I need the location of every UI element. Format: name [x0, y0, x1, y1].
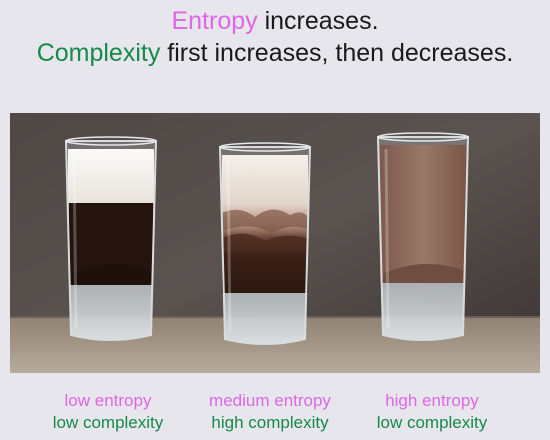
- caption-glass-2: medium entropy high complexity: [180, 390, 360, 434]
- caption-glass-3: high entropy low complexity: [342, 390, 522, 434]
- glass-base: [224, 293, 306, 344]
- caption-entropy: low entropy: [64, 391, 152, 410]
- coffee-cream-glasses-photo: [10, 113, 540, 373]
- mixed-liquid: [380, 145, 466, 283]
- glass-base: [382, 283, 464, 340]
- headline-complexity: Complexity first increases, then decreas…: [0, 38, 550, 68]
- complexity-word: Complexity: [36, 39, 161, 67]
- caption-entropy: high entropy: [385, 391, 479, 410]
- glass-base: [70, 285, 152, 340]
- caption-complexity: low complexity: [52, 413, 164, 432]
- caption-glass-1: low entropy low complexity: [18, 390, 198, 434]
- glass-high-entropy: [376, 132, 470, 341]
- cream-layer: [68, 149, 154, 203]
- complexity-statement: first increases, then decreases.: [160, 39, 514, 67]
- entropy-statement: increases.: [257, 7, 379, 35]
- glass-medium-entropy: [218, 142, 312, 345]
- caption-complexity: low complexity: [376, 413, 488, 432]
- glass-low-entropy: [64, 136, 158, 341]
- entropy-word: Entropy: [171, 7, 258, 35]
- caption-complexity: high complexity: [211, 413, 329, 432]
- headline-entropy: Entropy increases.: [0, 6, 550, 36]
- caption-entropy: medium entropy: [209, 391, 331, 410]
